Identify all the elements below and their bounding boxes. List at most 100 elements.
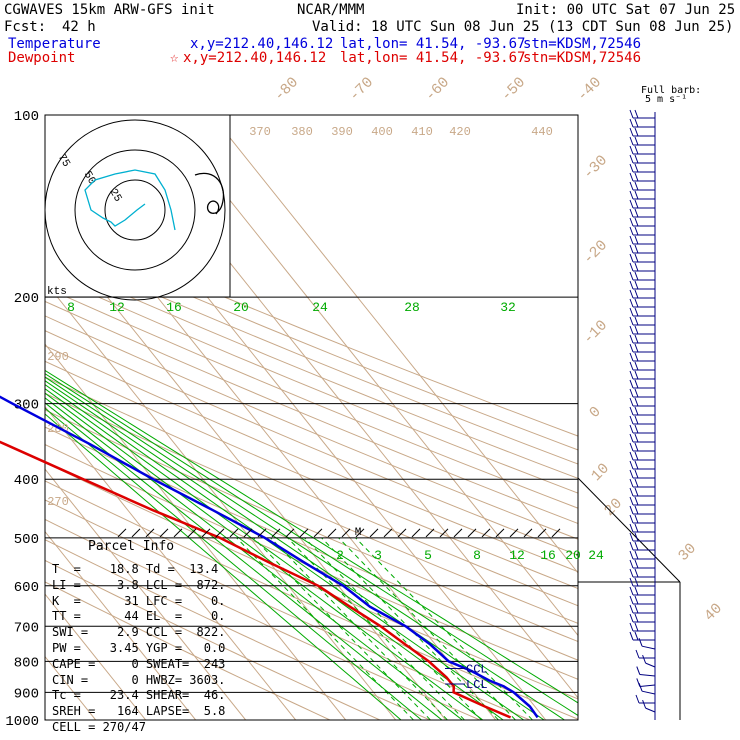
- mixing-ratio-line: [253, 537, 432, 720]
- hodograph-trace: [84, 169, 176, 231]
- parcel-info-row: CIN = 0 HWBZ= 3603.: [52, 672, 226, 687]
- wind-barb-flag: [638, 638, 643, 647]
- wind-barb-flag: [629, 127, 634, 137]
- hatch-mark: [187, 528, 197, 538]
- wind-barb-flag: [634, 631, 639, 641]
- hatch-mark: [271, 528, 281, 538]
- wind-barb-flag: [629, 172, 634, 182]
- moist-adiabat-line: [45, 413, 402, 720]
- theta-label: 440: [531, 125, 553, 139]
- hatch-mark: [299, 528, 309, 538]
- wind-barb-flag: [629, 361, 634, 371]
- dry-adiabat-line: [45, 539, 432, 720]
- star-icon: ☆: [170, 50, 179, 66]
- moist-adiabat-line: [45, 402, 443, 720]
- hodograph-ring: [74, 149, 196, 271]
- wind-barb-flag: [629, 244, 634, 254]
- wind-barb-flag: [634, 271, 639, 281]
- isotherm-line: [211, 115, 578, 574]
- dewpoint-station: stn=KDSM,72546: [523, 50, 642, 66]
- theta-label: 380: [291, 125, 313, 139]
- theta-label: 390: [331, 125, 353, 139]
- wind-barb-flag: [634, 235, 639, 245]
- wind-barb-flag: [629, 271, 634, 281]
- wind-barb: [641, 690, 656, 695]
- wind-barb-flag: [634, 136, 639, 146]
- theta-label: 270: [47, 495, 69, 509]
- mixing-ratio-label: 2: [336, 548, 344, 563]
- hatch-mark: [313, 528, 323, 538]
- m-marker: M: [355, 527, 362, 539]
- hatch-mark: [397, 528, 407, 538]
- isotherm-label: -40: [574, 74, 605, 105]
- model-title: CGWAVES 15km ARW-GFS init: [4, 2, 215, 18]
- hatch-mark: [369, 528, 379, 538]
- isotherm-line: [45, 218, 447, 720]
- wind-barb-flag: [629, 316, 634, 326]
- dry-adiabat-line: [45, 499, 532, 720]
- mixing-ratio-label: 5: [424, 548, 432, 563]
- wind-barb-flag: [629, 469, 634, 479]
- isotherm-label: -60: [422, 74, 453, 105]
- parcel-info-row: SREH = 164 LAPSE= 5.8: [52, 704, 226, 719]
- wind-barb-flag: [634, 307, 639, 317]
- wind-barb-flag: [634, 622, 639, 632]
- isotherm-line: [45, 593, 147, 720]
- hatch-mark: [285, 528, 295, 538]
- wind-barb-flag: [629, 595, 634, 605]
- wind-barb-flag: [629, 442, 634, 452]
- hatch-mark: [453, 528, 463, 538]
- dry-adiabat-line: [45, 286, 578, 509]
- wind-barb-flag: [629, 262, 634, 272]
- mixing-ratio-line: [270, 537, 449, 720]
- wind-barb-flag: [629, 145, 634, 155]
- wind-barb-flag: [634, 334, 639, 344]
- wind-barb-flag: [629, 406, 634, 416]
- wind-barb-flag: [629, 334, 634, 344]
- hatch-mark: [551, 528, 561, 538]
- hatch-mark: [495, 528, 505, 538]
- lcl-label: LCL: [466, 678, 488, 692]
- wind-barb-flag: [634, 289, 639, 299]
- wind-barb-flag: [629, 451, 634, 461]
- hatch-mark: [173, 528, 183, 538]
- dry-adiabat-line: [45, 559, 382, 720]
- mixing-ratio-line: [236, 537, 415, 720]
- pressure-tick-label: 900: [14, 686, 39, 702]
- wind-barb-flag: [629, 631, 634, 641]
- dewpoint-xy: x,y=212.40,146.12: [183, 50, 327, 66]
- wind-barb-flag: [634, 595, 639, 605]
- wind-barb-flag: [634, 226, 639, 236]
- wind-barb-flag: [634, 415, 639, 425]
- temperature-latlon: lat,lon= 41.54, -93.67: [340, 36, 526, 52]
- pressure-tick-label: 200: [14, 291, 39, 307]
- pressure-tick-label: 100: [14, 109, 39, 125]
- temperature-station: stn=KDSM,72546: [523, 36, 642, 52]
- pressure-tick-label: 400: [14, 473, 39, 489]
- mixing-ratio-label: 3: [374, 548, 382, 563]
- parcel-info-row: Tc = 23.4 SHEAR= 46.: [52, 688, 226, 703]
- hodograph-ring: [104, 179, 166, 241]
- moist-adiabat-line: [45, 373, 578, 717]
- wind-barb-flag: [642, 699, 647, 709]
- dry-adiabat-line: [45, 360, 578, 590]
- moist-adiabat-line: [45, 369, 578, 704]
- parcel-info-title: Parcel Info: [88, 539, 175, 554]
- dewpoint-legend: Dewpoint: [8, 50, 76, 66]
- wind-barb-flag: [634, 154, 639, 164]
- isotherm-label: 30: [675, 540, 700, 565]
- hatch-mark: [145, 528, 155, 538]
- isotherm-label: -70: [346, 74, 377, 105]
- wind-barb-flag: [634, 343, 639, 353]
- wind-barb-flag: [629, 541, 634, 551]
- wind-barb-flag: [629, 280, 634, 290]
- wind-barb-flag: [634, 532, 639, 542]
- isotherm-label: 20: [601, 495, 626, 520]
- isotherm-line: [45, 280, 397, 720]
- wind-barb: [645, 662, 656, 668]
- parcel-info-row: LI = 3.8 LCL = 872.: [52, 577, 226, 592]
- dry-adiabat-line: [45, 345, 578, 573]
- hatch-mark: [117, 528, 127, 538]
- ccl-label: CCL: [466, 662, 488, 676]
